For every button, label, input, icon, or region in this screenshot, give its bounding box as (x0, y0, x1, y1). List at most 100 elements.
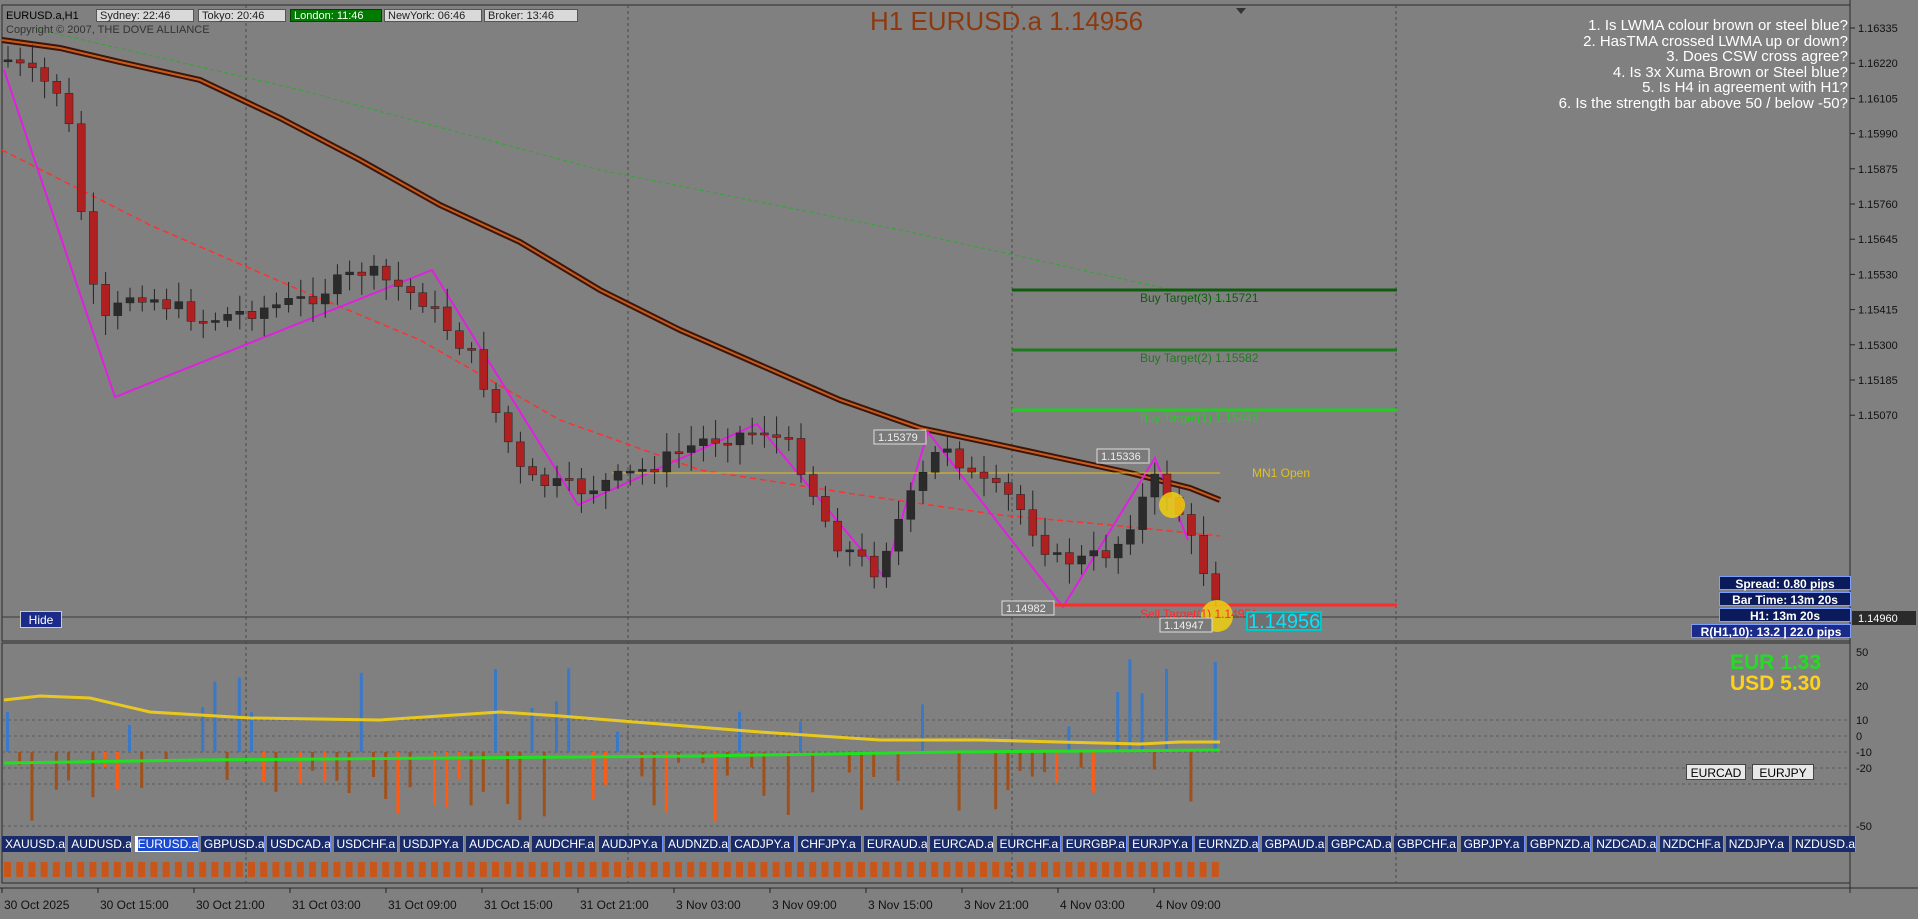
histogram-bar (396, 752, 400, 814)
candle-body (1089, 550, 1099, 557)
symbol-button[interactable]: CADJPY.a (731, 836, 796, 852)
histogram-bar (18, 752, 22, 766)
histogram-bar (274, 752, 278, 792)
candle-body (1028, 509, 1038, 536)
candle-body (589, 490, 598, 495)
sentiment-block (1053, 862, 1061, 877)
histogram-bar (1043, 752, 1046, 773)
histogram-bar (1079, 752, 1083, 768)
sentiment-block (845, 862, 853, 877)
sentiment-block (748, 862, 756, 877)
symbol-button[interactable]: EURCHF.a (996, 836, 1061, 852)
symbol-button[interactable]: EURNZD.a (1195, 836, 1260, 852)
symbol-button[interactable]: EURUSD.a (134, 836, 199, 852)
sentiment-block (89, 862, 97, 877)
symbol-button[interactable]: EURAUD.a (863, 836, 928, 852)
histogram-bar (201, 707, 205, 752)
symbol-button[interactable]: NZDJPY.a (1725, 836, 1790, 852)
sentiment-block (272, 862, 280, 877)
sentiment-block (309, 862, 316, 877)
sentiment-block (736, 862, 743, 877)
symbol-button[interactable]: GBPAUD.a (1261, 836, 1326, 852)
symbol-button[interactable]: USDJPY.a (399, 836, 464, 852)
buy-target-3-label: Buy Target(3) 1.15721 (1140, 291, 1259, 305)
range-box: R(H1,10): 13.2 | 22.0 pips (1691, 624, 1851, 639)
sentiment-block (1089, 862, 1097, 877)
candle-body (418, 292, 428, 307)
symbol-button[interactable]: AUDUSD.a (68, 836, 133, 852)
symbol-button[interactable]: USDCHF.a (333, 836, 398, 852)
sentiment-block (565, 862, 573, 877)
sentiment-block (492, 862, 499, 877)
sentiment-block (467, 862, 475, 877)
pair-button-eurjpy[interactable]: EURJPY (1752, 764, 1814, 780)
price-axis-label: 1.16105 (1858, 93, 1898, 105)
sentiment-block (1041, 862, 1048, 877)
sentiment-block (394, 862, 402, 877)
indicator-signal-line (3, 694, 1220, 746)
indicator-axis-label: 10 (1856, 715, 1868, 727)
sentiment-block (113, 862, 121, 877)
candle-body (1138, 496, 1147, 530)
h1-timer-box: H1: 13m 20s (1719, 608, 1851, 623)
candle-body (808, 474, 818, 497)
symbol-button[interactable]: NZDUSD.a (1792, 836, 1857, 852)
symbol-button[interactable]: AUDCHF.a (532, 836, 597, 852)
sentiment-block (406, 862, 414, 877)
sentiment-block (40, 862, 48, 877)
sentiment-block (1077, 862, 1085, 877)
hide-button[interactable]: Hide (20, 611, 62, 628)
candle-body (796, 438, 806, 475)
candle-body (198, 321, 208, 324)
candle-body (296, 296, 306, 299)
candle-body (516, 441, 525, 467)
sentiment-block (638, 862, 646, 877)
sentiment-block (357, 862, 365, 877)
candle-body (503, 412, 513, 443)
symbol-button[interactable]: NZDCHF.a (1659, 836, 1724, 852)
histogram-bar (872, 752, 876, 777)
sentiment-block (601, 862, 609, 877)
symbol-button[interactable]: GBPJPY.a (1460, 836, 1525, 852)
current-price-tag: 1.14960 (1858, 613, 1898, 625)
candle-body (711, 438, 720, 444)
indicator-histogram (6, 659, 1217, 822)
sentiment-block (431, 862, 438, 877)
time-axis-label: 31 Oct 03:00 (292, 898, 361, 912)
candle-body (784, 437, 794, 440)
symbol-button[interactable]: XAUUSD.a (2, 836, 66, 852)
symbol-button[interactable]: GBPUSD.a (200, 836, 265, 852)
histogram-bar (433, 752, 436, 806)
histogram-bar (725, 752, 729, 776)
histogram-bar (713, 752, 717, 822)
symbol-button[interactable]: GBPCHF.a (1394, 836, 1459, 852)
symbol-button[interactable]: GBPCAD.a (1328, 836, 1392, 852)
sentiment-block (931, 862, 939, 877)
symbol-button[interactable]: EURCAD.a (930, 836, 995, 852)
price-axis-label: 1.16220 (1858, 58, 1898, 70)
symbol-button[interactable]: GBPNZD.a (1526, 836, 1591, 852)
symbol-button[interactable]: NZDCAD.a (1593, 836, 1658, 852)
symbol-button[interactable]: EURJPY.a (1129, 836, 1194, 852)
checklist-item: 4. Is 3x Xuma Brown or Steel blue? (1612, 63, 1848, 81)
sentiment-block (577, 862, 585, 877)
candle-body (528, 466, 537, 476)
sentiment-block (223, 862, 231, 877)
symbol-button[interactable]: AUDCAD.a (466, 836, 531, 852)
symbol-button[interactable]: AUDNZD.a (665, 836, 729, 852)
histogram-bar (1055, 752, 1059, 783)
candle-body (345, 271, 354, 275)
candle-body (1065, 552, 1074, 565)
symbol-button[interactable]: CHFJPY.a (797, 836, 862, 852)
symbol-button[interactable]: USDCAD.a (267, 836, 332, 852)
pair-button-eurcad[interactable]: EURCAD (1686, 764, 1746, 780)
symbol-button[interactable]: EURGBP.a (1062, 836, 1127, 852)
symbol-button[interactable]: AUDJPY.a (598, 836, 663, 852)
candle-body (455, 330, 464, 349)
sentiment-block (809, 862, 817, 877)
histogram-bar (640, 752, 644, 777)
candle-body (930, 452, 940, 473)
candle-body (906, 490, 916, 520)
candle-body (259, 307, 269, 319)
